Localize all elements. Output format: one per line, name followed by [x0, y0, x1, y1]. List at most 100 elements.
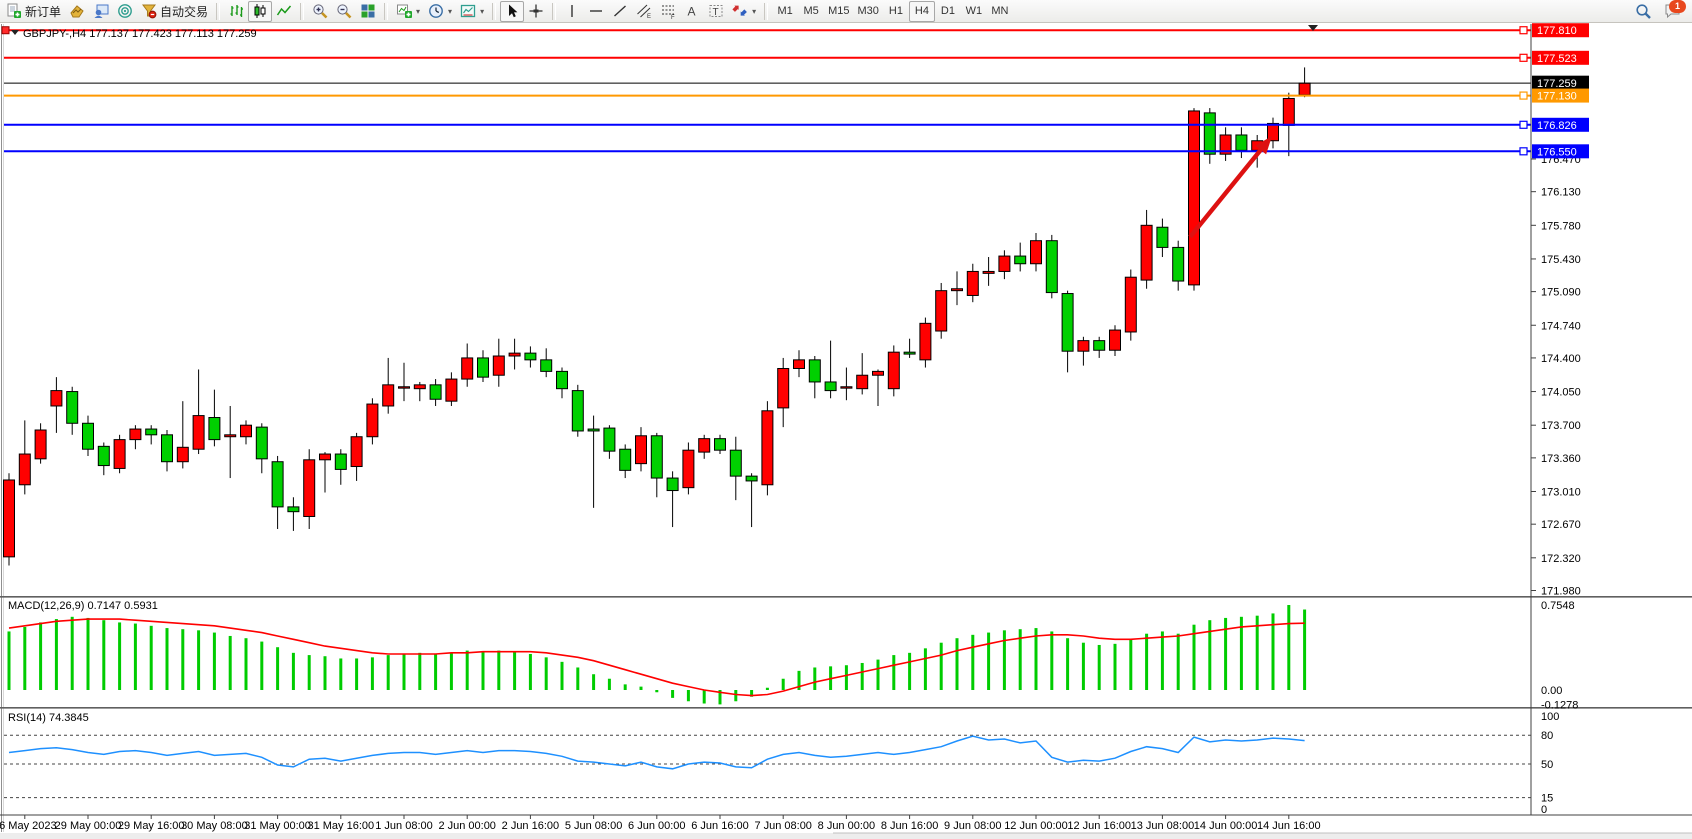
price-line-handle[interactable] — [1519, 26, 1528, 35]
svg-text:E: E — [647, 14, 651, 19]
rsi-axis-label: 0 — [1541, 804, 1547, 816]
candle-body-up — [240, 424, 252, 438]
notifications-button[interactable]: 1 — [1662, 0, 1686, 22]
candle-body-up — [966, 270, 979, 296]
text-label-button[interactable]: T — [704, 1, 728, 22]
horizontal-line-button[interactable] — [584, 1, 608, 22]
x-axis-tick-label: 2 Jun 16:00 — [502, 820, 560, 832]
x-axis-tick-label: 13 Jun 08:00 — [1131, 820, 1195, 832]
candle-body-up — [398, 386, 410, 389]
templates-button[interactable]: ▾ — [456, 1, 488, 22]
new-chart-button[interactable]: ▾ — [392, 1, 424, 22]
macd-histogram-bar — [686, 690, 690, 702]
macd-histogram-bar — [1081, 642, 1085, 690]
candle-body-down — [66, 391, 79, 424]
vertical-line-button[interactable] — [560, 1, 584, 22]
line-chart-button[interactable] — [272, 1, 296, 22]
tile-windows-button[interactable] — [356, 1, 380, 22]
crosshair-button[interactable] — [524, 1, 548, 22]
dropdown-caret: ▾ — [752, 6, 757, 16]
candle-body-up — [1109, 329, 1121, 351]
macd-histogram-bar — [1255, 615, 1259, 690]
x-axis-tick-label: 6 Jun 16:00 — [691, 820, 749, 832]
timeframe-button-M1[interactable]: M1 — [772, 1, 798, 22]
text-button[interactable]: A — [680, 1, 704, 22]
bar-chart-button[interactable] — [224, 1, 248, 22]
macd-histogram-bar — [607, 678, 611, 690]
line-chart-icon — [276, 5, 292, 16]
macd-histogram-bar — [1176, 633, 1180, 690]
data-window-button[interactable] — [89, 1, 113, 22]
macd-histogram-bar — [671, 690, 675, 698]
candle-body-down — [287, 506, 300, 513]
price-line-handle[interactable] — [1519, 91, 1528, 100]
macd-histogram-bar — [528, 653, 532, 690]
macd-histogram-bar — [355, 658, 359, 690]
macd-histogram-bar — [497, 650, 501, 690]
macd-histogram-bar — [1113, 643, 1117, 690]
candle-body-down — [82, 422, 94, 450]
candle-body-up — [18, 453, 31, 486]
zoom-in-button[interactable] — [308, 1, 332, 22]
new-order-button[interactable]: 新订单 — [2, 1, 65, 22]
symbol-menu-icon[interactable] — [11, 30, 19, 35]
candle-body-up — [350, 436, 363, 468]
macd-histogram-bar — [1018, 629, 1022, 690]
macd-histogram-bar — [402, 653, 406, 690]
toolbar-separator — [492, 2, 497, 20]
timeframe-button-M15[interactable]: M15 — [824, 1, 853, 22]
timeframe-button-MN[interactable]: MN — [987, 1, 1013, 22]
search-button[interactable] — [1631, 1, 1656, 22]
toolbar-group-objects: E F A T ▾ — [560, 0, 760, 23]
candle-body-down — [808, 359, 821, 383]
macd-histogram-bar — [1303, 609, 1307, 690]
x-axis-tick-label: 31 May 16:00 — [307, 820, 374, 832]
timeframe-button-M5[interactable]: M5 — [798, 1, 824, 22]
x-axis-tick-label: 7 Jun 08:00 — [754, 820, 812, 832]
macd-histogram-bar — [1050, 631, 1054, 690]
candle-body-up — [445, 378, 458, 402]
price-line-handle[interactable] — [1, 26, 10, 35]
price-line-handle[interactable] — [1519, 147, 1528, 156]
macd-histogram-bar — [339, 658, 343, 690]
auto-trading-button[interactable]: 自动交易 — [137, 1, 212, 22]
candle-body-up — [1077, 340, 1090, 352]
macd-histogram-bar — [1034, 628, 1038, 690]
macd-histogram-bar — [939, 642, 943, 690]
timeframe-button-W1[interactable]: W1 — [961, 1, 987, 22]
zoom-out-button[interactable] — [332, 1, 356, 22]
timeframe-group: M1 M5 M15 M30 H1 H4 D1 W1 MN — [772, 0, 1013, 23]
trendline-button[interactable] — [608, 1, 632, 22]
trendline-icon — [614, 5, 627, 17]
periods-button[interactable]: ▾ — [424, 1, 456, 22]
rsi-axis-label: 80 — [1541, 730, 1553, 742]
timeframe-button-D1[interactable]: D1 — [935, 1, 961, 22]
timeframe-button-M30[interactable]: M30 — [854, 1, 883, 22]
arrows-button[interactable]: ▾ — [728, 1, 760, 22]
price-line-handle[interactable] — [1519, 53, 1528, 62]
bar-chart-icon — [230, 5, 244, 17]
trend-arrow-annotation[interactable] — [1188, 136, 1272, 239]
toolbar-group-chart-tools: ▾ ▾ ▾ — [392, 0, 488, 23]
candle-body-down — [571, 390, 584, 432]
macd-histogram-bar — [1160, 631, 1164, 690]
timeframe-button-H1[interactable]: H1 — [883, 1, 909, 22]
y-axis-tick-label: 172.320 — [1541, 553, 1581, 565]
channel-button[interactable]: E — [632, 1, 656, 22]
cursor-button[interactable] — [500, 0, 525, 22]
macd-histogram-bar — [1002, 630, 1006, 690]
tile-windows-icon — [361, 4, 375, 18]
x-axis-tick-label: 8 Jun 16:00 — [881, 820, 939, 832]
macd-histogram-bar — [54, 619, 58, 690]
market-watch-button[interactable] — [65, 1, 89, 22]
candlestick-chart-button[interactable] — [248, 0, 273, 22]
timeframe-button-H4[interactable]: H4 — [908, 0, 935, 22]
macd-histogram-bar — [86, 617, 90, 690]
fibonacci-button[interactable]: F — [656, 1, 680, 22]
price-line-handle[interactable] — [1519, 120, 1528, 129]
navigator-button[interactable] — [113, 1, 137, 22]
macd-histogram-bar — [149, 625, 153, 690]
chart-shift-marker[interactable] — [1308, 25, 1318, 31]
